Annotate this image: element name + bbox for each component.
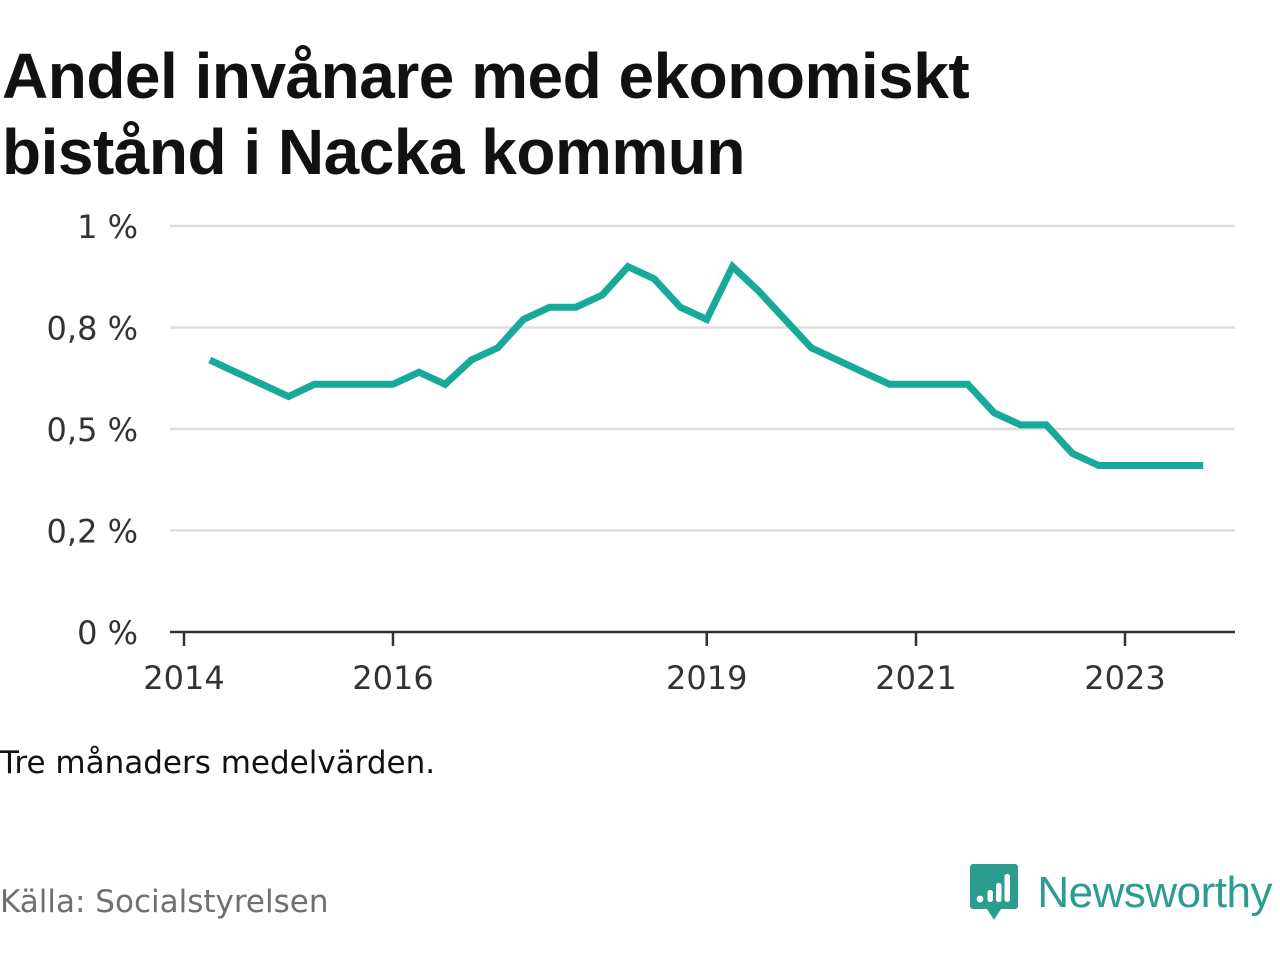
y-tick-label: 0,2 % <box>47 513 138 551</box>
chart-note: Tre månaders medelvärden. <box>0 745 436 781</box>
x-tick-label: 2019 <box>666 659 747 697</box>
series-layer <box>208 260 1204 469</box>
chart-title: Andel invånare med ekonomiskt bistånd i … <box>2 38 1242 190</box>
brand-name: Newsworthy <box>1037 868 1272 917</box>
source-credit: Källa: Socialstyrelsen <box>0 884 329 920</box>
y-tick-label: 0 % <box>77 614 138 652</box>
brand-logo: Newsworthy <box>969 862 1272 924</box>
line-chart: 0 %0,2 %0,5 %0,8 %1 % 2014 2016 2019 2021 20… <box>47 208 1235 697</box>
chart-title-line-1: Andel invånare med ekonomiskt <box>2 40 970 112</box>
x-tick-label: 2014 <box>143 659 224 697</box>
gridlines <box>170 224 1235 532</box>
x-tick-label: 2016 <box>352 659 433 697</box>
x-tick-label: 2023 <box>1084 659 1165 697</box>
x-tick-label: 2021 <box>875 659 956 697</box>
y-tick-label: 1 % <box>77 208 138 246</box>
x-axis-labels: 2014 2016 2019 2021 2023 <box>143 659 1165 697</box>
series-line <box>208 260 1204 469</box>
chart-title-line-2: bistånd i Nacka kommun <box>2 116 745 188</box>
y-tick-label: 0,5 % <box>47 411 138 449</box>
y-axis-labels: 0 % 0,2 % 0,5 % 0,8 % 1 % <box>47 208 138 652</box>
x-axis <box>170 630 1235 646</box>
bar-chart-speech-bubble-icon <box>970 864 1019 920</box>
y-tick-label: 0,8 % <box>47 310 138 348</box>
